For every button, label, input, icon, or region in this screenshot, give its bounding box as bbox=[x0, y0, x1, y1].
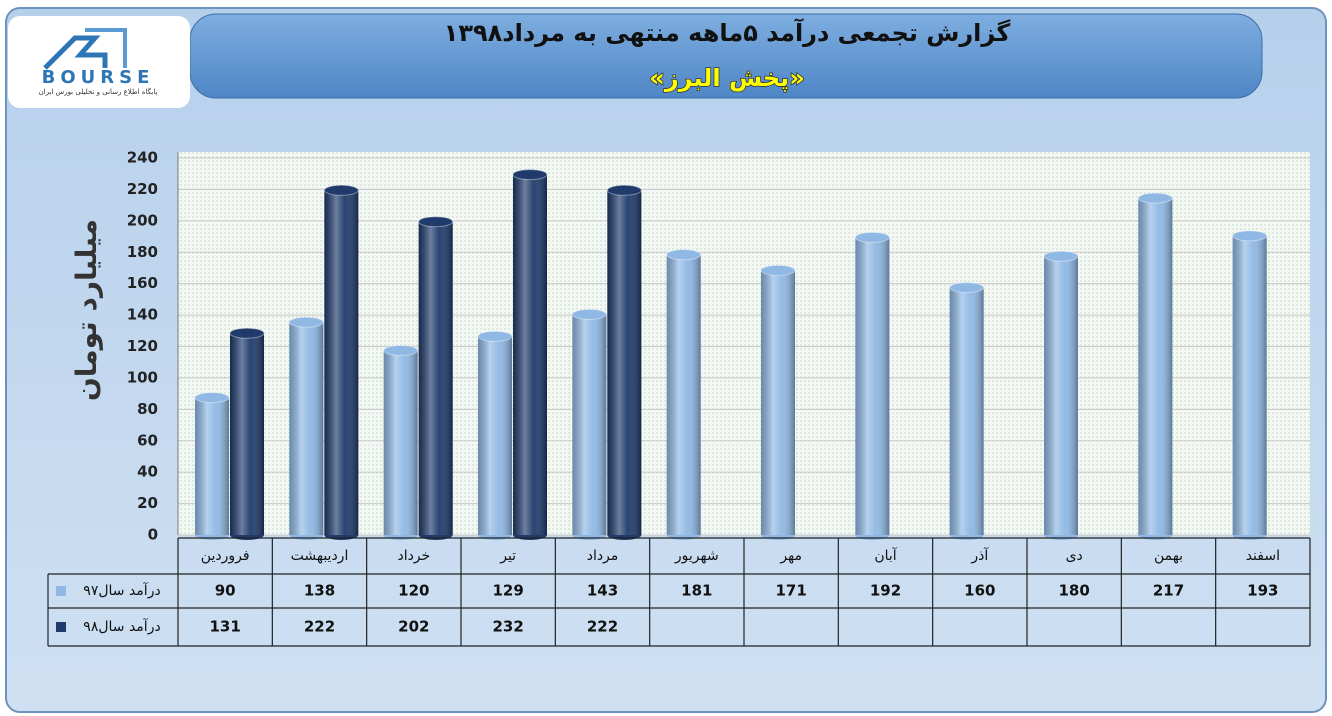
bar-cap bbox=[383, 345, 419, 356]
table-value: 202 bbox=[398, 618, 429, 636]
table-value: 217 bbox=[1153, 582, 1184, 600]
x-tick-label: آبان bbox=[874, 547, 897, 564]
bar-shade bbox=[289, 322, 324, 535]
legend-swatch bbox=[56, 586, 66, 596]
bar-shade bbox=[666, 254, 701, 535]
logo-mark bbox=[43, 35, 108, 70]
bar-cap bbox=[477, 330, 513, 342]
y-tick-label: 100 bbox=[127, 368, 158, 386]
bar-cap bbox=[1232, 230, 1268, 242]
y-tick-label: 180 bbox=[127, 243, 158, 261]
bar-cap bbox=[1137, 192, 1173, 204]
table-value: 181 bbox=[681, 582, 712, 600]
table-value: 90 bbox=[215, 582, 236, 600]
legend-swatch bbox=[56, 622, 66, 632]
x-tick-label: فروردین bbox=[201, 548, 250, 564]
logo-tagline: پایگاه اطلاع رسانی و تحلیلی بورس ایران bbox=[39, 87, 158, 96]
x-tick-label: اسفند bbox=[1246, 548, 1280, 564]
bar-cap bbox=[760, 264, 796, 276]
x-tick-label: بهمن bbox=[1154, 548, 1183, 564]
bar-cap bbox=[229, 327, 265, 339]
y-tick-label: 220 bbox=[127, 180, 158, 198]
bar-cap bbox=[666, 249, 702, 261]
table-value: 180 bbox=[1059, 582, 1090, 600]
bar-shade bbox=[572, 314, 607, 535]
bar-shade bbox=[230, 333, 264, 535]
chart-title: گزارش تجمعی درآمد ۵ماهه منتهی به مرداد۱۳… bbox=[444, 18, 1011, 47]
y-tick-label: 120 bbox=[127, 337, 158, 355]
x-tick-label: مرداد bbox=[587, 548, 619, 564]
bar-shade bbox=[1044, 256, 1078, 535]
table-value: 143 bbox=[587, 582, 618, 600]
table-value: 222 bbox=[587, 618, 618, 636]
y-tick-label: 140 bbox=[127, 306, 158, 324]
table-value: 129 bbox=[493, 582, 524, 600]
bar-shade bbox=[513, 174, 547, 536]
y-tick-label: 60 bbox=[137, 431, 158, 449]
bar-cap bbox=[854, 231, 890, 243]
logo-box bbox=[8, 16, 190, 108]
bar-shade bbox=[418, 221, 453, 536]
bar-cap bbox=[512, 169, 548, 181]
table-value: 131 bbox=[210, 618, 241, 636]
bar-shade bbox=[1232, 235, 1267, 535]
x-tick-label: شهریور bbox=[674, 548, 719, 564]
table-value: 171 bbox=[776, 582, 807, 600]
x-tick-label: مهر bbox=[779, 548, 802, 564]
table-value: 193 bbox=[1247, 582, 1278, 600]
bar-shade bbox=[607, 190, 642, 535]
bar-shade bbox=[478, 336, 512, 535]
chart-subtitle: «پخش البرز» bbox=[649, 64, 804, 92]
y-tick-label: 80 bbox=[137, 400, 158, 418]
bar-cap bbox=[418, 216, 454, 228]
legend-label: درآمد سال۹۸ bbox=[83, 618, 160, 635]
y-tick-label: 240 bbox=[127, 149, 158, 167]
y-tick-label: 160 bbox=[127, 274, 158, 292]
bar-shade bbox=[324, 190, 359, 535]
table-value: 160 bbox=[964, 582, 995, 600]
plot-area bbox=[178, 152, 1310, 535]
logo-name: BOURSE bbox=[42, 67, 155, 88]
bar-cap bbox=[323, 184, 359, 196]
y-tick-label: 200 bbox=[127, 211, 158, 229]
y-tick-label: 0 bbox=[148, 526, 158, 544]
y-tick-label: 20 bbox=[137, 494, 158, 512]
bar-cap bbox=[288, 316, 324, 328]
legend-label: درآمد سال۹۷ bbox=[83, 582, 160, 599]
bar-shade bbox=[195, 397, 229, 535]
bar-cap bbox=[194, 392, 230, 404]
bar-shade bbox=[383, 350, 418, 535]
bar-shade bbox=[1138, 198, 1173, 536]
bar-cap bbox=[606, 184, 642, 196]
bar-cap bbox=[949, 282, 985, 294]
bar-shade bbox=[761, 270, 795, 535]
x-tick-label: تیر bbox=[499, 548, 516, 564]
table-value: 120 bbox=[398, 582, 429, 600]
logo-mark bbox=[85, 28, 127, 68]
x-tick-label: اردیبهشت bbox=[291, 548, 349, 564]
bar-shade bbox=[855, 237, 890, 535]
x-tick-label: آذر bbox=[970, 547, 989, 564]
bar-cap bbox=[571, 308, 607, 320]
logo: BOURSE پایگاه اطلاع رسانی و تحلیلی بورس … bbox=[8, 16, 190, 108]
y-tick-label: 40 bbox=[137, 463, 158, 481]
table-value: 138 bbox=[304, 582, 335, 600]
table-value: 232 bbox=[493, 618, 524, 636]
bar-shade bbox=[949, 287, 984, 535]
x-tick-label: دی bbox=[1066, 548, 1083, 564]
y-axis-label: میلیارد تومان bbox=[70, 219, 103, 401]
table-value: 222 bbox=[304, 618, 335, 636]
table-value: 192 bbox=[870, 582, 901, 600]
x-tick-label: خرداد bbox=[397, 548, 430, 564]
bar-cap bbox=[1043, 250, 1079, 262]
